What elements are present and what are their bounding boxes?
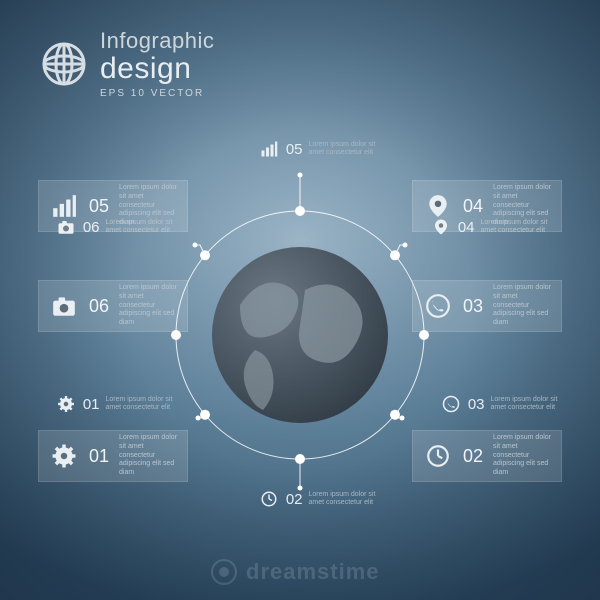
- mini-m01: 01 Lorem ipsum dolor sit amet consectetu…: [55, 395, 175, 413]
- card-num: 04: [463, 196, 483, 217]
- card-c04: 04 Lorem ipsum dolor sit amet consectetu…: [412, 180, 562, 232]
- mini-num: 02: [286, 491, 303, 508]
- card-num: 02: [463, 446, 483, 467]
- mini-m03: 03 Lorem ipsum dolor sit amet consectetu…: [440, 395, 560, 413]
- card-txt: Lorem ipsum dolor sit amet consectetur a…: [119, 434, 177, 478]
- watermark: dreamstime: [210, 558, 380, 586]
- mini-m02: 02 Lorem ipsum dolor sit amet consectetu…: [258, 490, 378, 508]
- mini-m05: 05 Lorem ipsum dolor sit amet consectetu…: [258, 140, 378, 158]
- header-line1: Infographic: [100, 28, 214, 54]
- card-c02: 02 Lorem ipsum dolor sit amet consectetu…: [412, 430, 562, 482]
- mini-txt: Lorem ipsum dolor sit amet consectetur e…: [491, 396, 560, 413]
- header-line2: design: [100, 54, 214, 84]
- card-num: 05: [89, 196, 109, 217]
- card-num: 06: [89, 296, 109, 317]
- header: Infographic design EPS 10 VECTOR: [40, 28, 214, 99]
- card-c05: 05 Lorem ipsum dolor sit amet consectetu…: [38, 180, 188, 232]
- card-num: 03: [463, 296, 483, 317]
- mini-num: 03: [468, 396, 485, 413]
- mini-num: 05: [286, 141, 303, 158]
- gear-icon: [49, 442, 79, 470]
- card-txt: Lorem ipsum dolor sit amet consectetur a…: [493, 184, 551, 228]
- camera-icon: [49, 292, 79, 320]
- card-txt: Lorem ipsum dolor sit amet consectetur a…: [493, 284, 551, 328]
- mini-num: 01: [83, 396, 100, 413]
- phone-icon: [440, 395, 462, 413]
- clock-icon: [258, 490, 280, 508]
- bars-icon: [258, 140, 280, 158]
- mini-txt: Lorem ipsum dolor sit amet consectetur e…: [106, 396, 175, 413]
- mini-txt: Lorem ipsum dolor sit amet consectetur e…: [309, 491, 378, 508]
- header-line3: EPS 10 VECTOR: [100, 88, 214, 99]
- gear-icon: [55, 395, 77, 413]
- bars-icon: [49, 192, 79, 220]
- card-txt: Lorem ipsum dolor sit amet consectetur a…: [119, 184, 177, 228]
- card-txt: Lorem ipsum dolor sit amet consectetur a…: [493, 434, 551, 478]
- pin-icon: [423, 192, 453, 220]
- card-c01: 01 Lorem ipsum dolor sit amet consectetu…: [38, 430, 188, 482]
- phone-icon: [423, 292, 453, 320]
- globe-logo-icon: [40, 40, 88, 88]
- mini-txt: Lorem ipsum dolor sit amet consectetur e…: [309, 141, 378, 158]
- card-txt: Lorem ipsum dolor sit amet consectetur a…: [119, 284, 177, 328]
- clock-icon: [423, 442, 453, 470]
- card-num: 01: [89, 446, 109, 467]
- card-c03: 03 Lorem ipsum dolor sit amet consectetu…: [412, 280, 562, 332]
- card-c06: 06 Lorem ipsum dolor sit amet consectetu…: [38, 280, 188, 332]
